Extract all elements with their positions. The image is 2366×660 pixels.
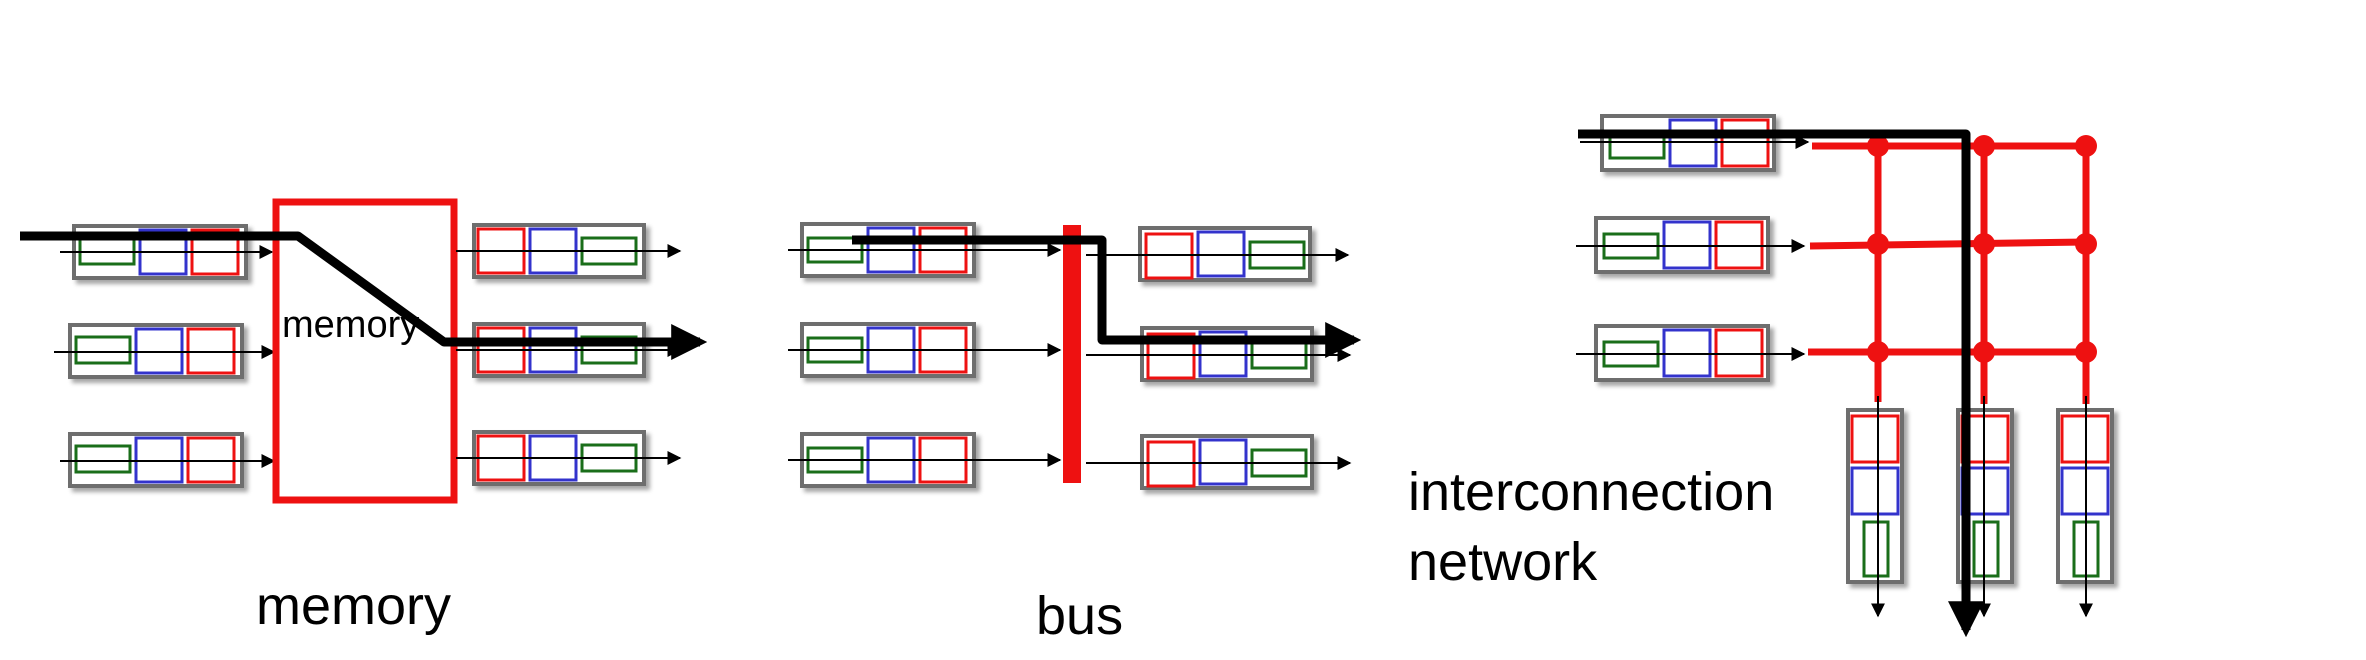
crossbar-packet-path [1578,129,1984,638]
crossbar-input-queue-2 [1576,216,1806,274]
bus-output-queue-3 [1086,434,1352,490]
bus-input-queue-1 [788,222,1062,278]
memory-packet-path [20,231,708,360]
memory-output-queue-2 [456,322,682,378]
memory-fabric: memory memory [20,198,708,636]
interconnect-label-line1: interconnection [1408,462,1774,522]
bus-input-queue-2 [788,322,1062,378]
memory-output-queue-1 [456,223,682,279]
bus-input-queue-3 [788,432,1062,488]
interconnect-label-line2: network [1408,532,1598,592]
crossbar-output-queue-3 [2056,396,2114,618]
bus-output-queue-1 [1086,226,1350,282]
crossbar-nodes [1867,135,2097,363]
bus-fabric: bus [788,222,1362,646]
crossbar-output-queue-1 [1846,396,1904,618]
bus-bar [1063,225,1081,483]
crossbar-fabric: interconnection network [1408,114,2114,638]
bus-packet-path [852,235,1362,358]
crossbar-input-queue-3 [1576,324,1806,382]
memory-caption: memory [256,576,451,636]
memory-input-queue-2 [54,323,276,379]
crossbar-grid [1808,142,2090,404]
memory-box [272,198,458,504]
memory-output-queue-3 [456,430,682,486]
crossbar-input-queue-1 [1580,114,1810,172]
memory-input-queue-3 [60,432,276,488]
bus-caption: bus [1036,586,1123,646]
